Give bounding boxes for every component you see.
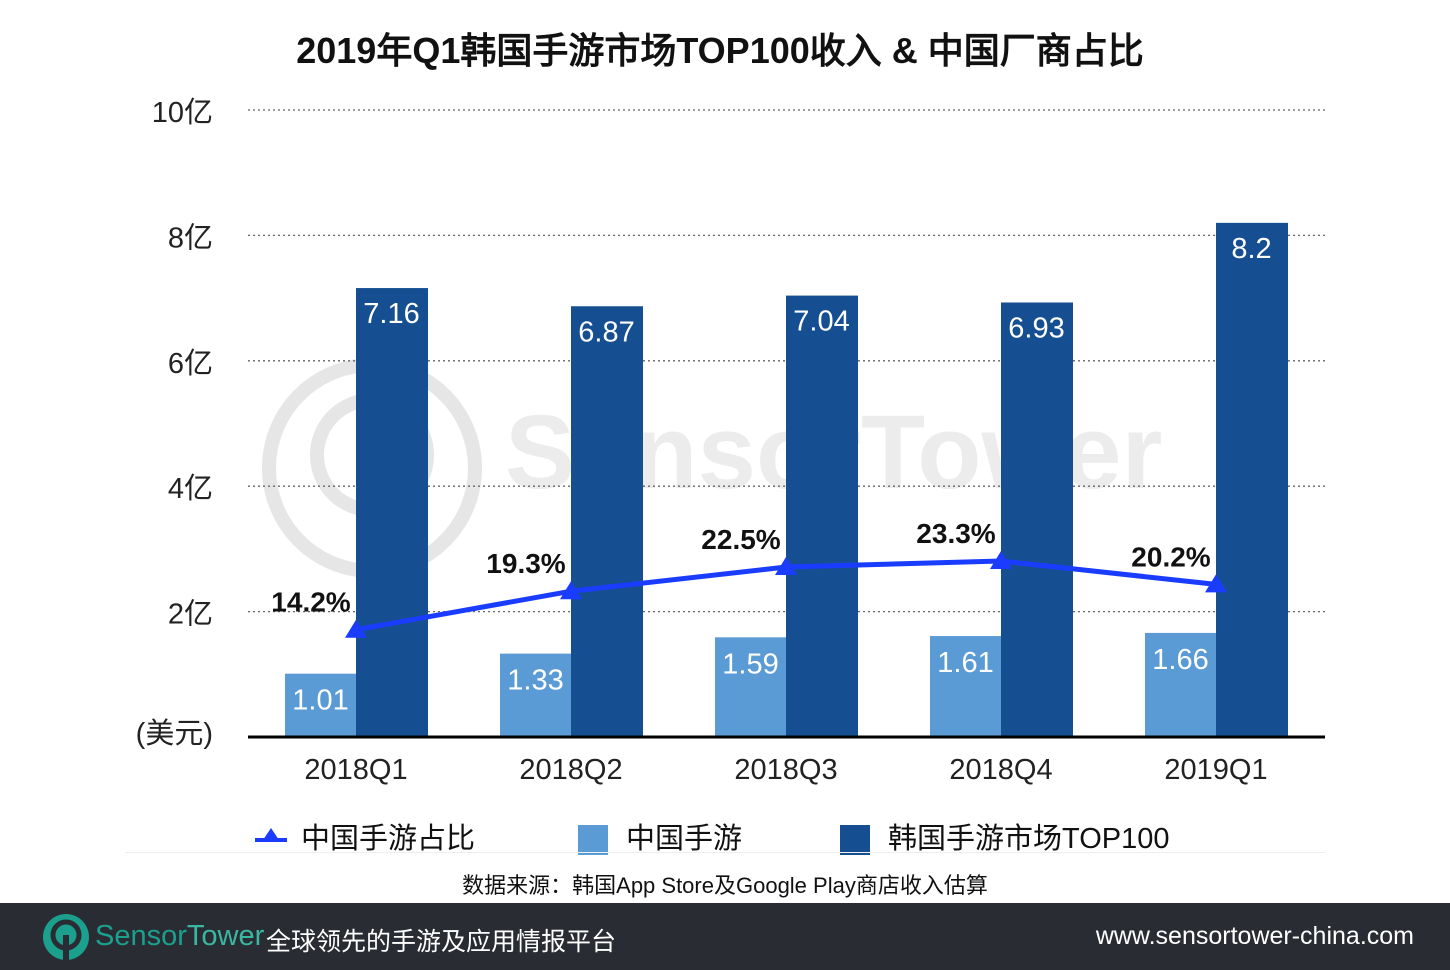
y-tick-label: 6亿 [168, 347, 213, 380]
line-label: 14.2% [271, 587, 350, 618]
triangle-marker [345, 619, 367, 638]
bar-korea-top100 [786, 295, 858, 737]
triangle-marker [990, 550, 1012, 569]
legend-line: 中国手游占比 [255, 815, 475, 857]
bar-korea-top100 [1001, 302, 1073, 737]
y-tick-label: 8亿 [168, 221, 213, 254]
x-tick-label: 2019Q1 [1164, 754, 1267, 786]
x-tick-label: 2018Q4 [949, 754, 1052, 786]
y-axis-unit: (美元) [136, 717, 213, 750]
slogan: 全球领先的手游及应用情报平台 [266, 928, 617, 956]
bar-label: 7.04 [793, 306, 849, 338]
bar-china-games [930, 636, 1001, 737]
x-tick-label: 2018Q3 [734, 754, 837, 786]
bar-label: 6.87 [578, 316, 634, 348]
bar-label: 1.66 [1152, 644, 1208, 676]
line-label: 20.2% [1131, 541, 1210, 572]
footer: SensorTower 全球领先的手游及应用情报平台 www.sensortow… [0, 903, 1450, 970]
bar-label: 1.01 [292, 685, 348, 717]
triangle-marker [560, 581, 582, 600]
bar-korea-top100 [571, 306, 643, 737]
legend-triangle-icon [255, 828, 287, 843]
bar-label: 8.2 [1231, 233, 1271, 265]
y-tick-label: 10亿 [152, 96, 213, 129]
triangle-marker [1205, 574, 1227, 593]
bar-korea-top100 [356, 288, 428, 737]
chart-title: 2019年Q1韩国手游市场TOP100收入 & 中国厂商占比 [296, 30, 1144, 71]
bar-china-games [1145, 632, 1216, 737]
bar-china-games [715, 637, 786, 737]
sensortower-logo-icon [43, 914, 89, 961]
bar-label: 1.61 [937, 647, 993, 679]
legend-china-games: 中国手游 [578, 815, 742, 857]
x-tick-label: 2018Q2 [519, 754, 622, 786]
legend-swatch-icon [840, 825, 870, 856]
x-tick-label: 2018Q1 [304, 754, 407, 786]
line-label: 22.5% [701, 524, 780, 555]
legend-label: 中国手游 [626, 823, 743, 855]
bar-korea-top100 [1216, 222, 1288, 738]
bar-label: 7.16 [363, 298, 419, 330]
legend-korea-top100: 韩国手游市场TOP100 [840, 815, 1169, 857]
y-tick-label: 2亿 [168, 598, 213, 631]
divider [125, 852, 1325, 853]
bar-china-games [500, 653, 571, 737]
legend-label: 中国手游占比 [301, 823, 476, 855]
bar-label: 1.33 [507, 665, 563, 697]
legend-swatch-icon [578, 825, 608, 856]
line-label: 19.3% [486, 548, 565, 579]
legend-label: 韩国手游市场TOP100 [888, 823, 1170, 855]
bar-label: 6.93 [1008, 312, 1064, 344]
bar-china-games [285, 673, 356, 737]
triangle-marker [775, 557, 797, 576]
line-label: 23.3% [916, 518, 995, 549]
data-source: 数据来源：韩国App Store及Google Play商店收入估算 [462, 873, 988, 898]
chart: SensorTower2亿4亿6亿8亿10亿(美元)1.017.162018Q1… [136, 96, 1325, 786]
website-link[interactable]: www.sensortower-china.com [1095, 922, 1414, 950]
y-tick-label: 4亿 [168, 472, 213, 505]
bar-label: 1.59 [722, 648, 778, 680]
brand-logo: SensorTower [95, 920, 265, 952]
